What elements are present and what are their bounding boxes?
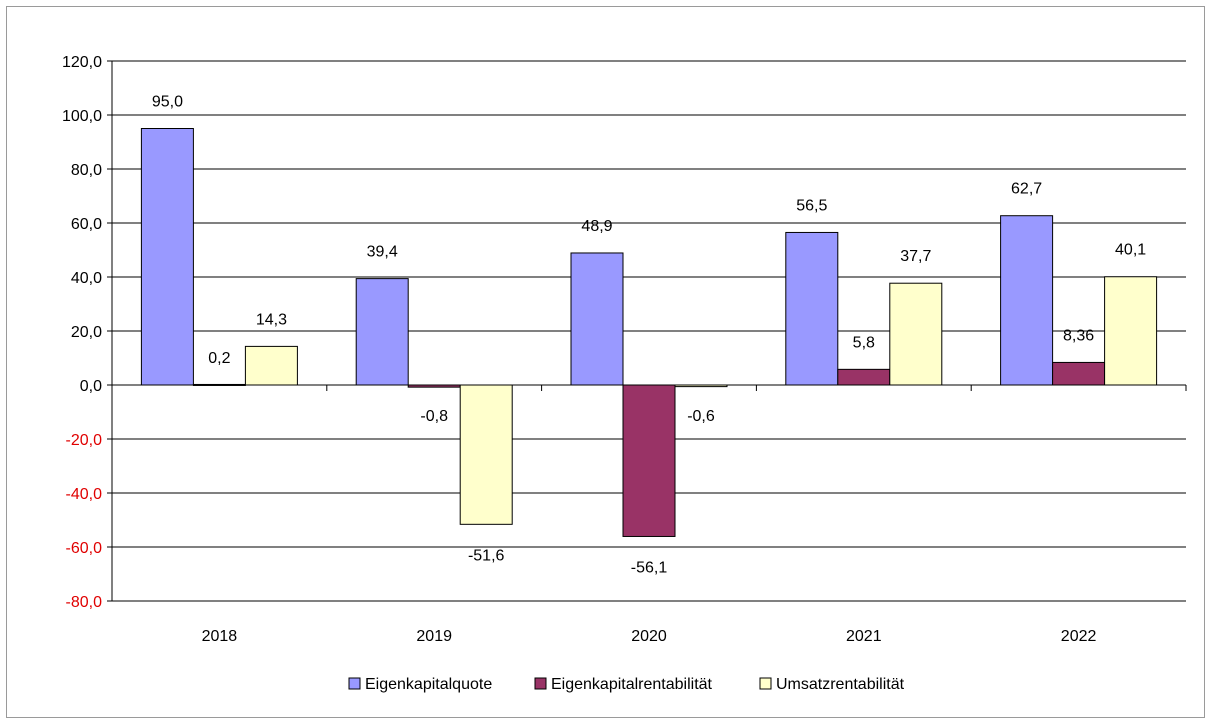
- data-label: 8,36: [1063, 327, 1094, 344]
- y-tick-label: 0,0: [80, 378, 102, 395]
- data-label: 39,4: [367, 244, 398, 261]
- data-label: -51,6: [468, 547, 505, 564]
- y-tick-label: 60,0: [71, 216, 102, 233]
- y-tick-label: 80,0: [71, 162, 102, 179]
- data-label: 37,7: [900, 248, 931, 265]
- legend-swatch: [348, 677, 361, 690]
- legend-swatch: [759, 677, 772, 690]
- data-label: 14,3: [256, 311, 287, 328]
- data-label: 48,9: [581, 218, 612, 235]
- x-category-label: 2019: [416, 628, 452, 645]
- bar-eigenkapitalrentabilität: [1052, 361, 1106, 386]
- y-tick-label: -20,0: [66, 432, 103, 449]
- y-tick-label: 20,0: [71, 324, 102, 341]
- bar-eigenkapitalquote: [1000, 215, 1054, 386]
- data-label: 40,1: [1115, 242, 1146, 259]
- y-tick-label: 100,0: [62, 108, 102, 125]
- legend-label: Eigenkapitalrentabilität: [551, 676, 713, 693]
- bar-umsatzrentabilität: [1104, 276, 1158, 386]
- data-label: 56,5: [796, 197, 827, 214]
- bar-eigenkapitalrentabilität: [837, 368, 891, 386]
- data-label: 95,0: [152, 94, 183, 111]
- bar-eigenkapitalquote: [140, 128, 194, 386]
- y-tick-label: -80,0: [66, 594, 103, 611]
- bar-umsatzrentabilität: [889, 282, 943, 386]
- data-label: -56,1: [631, 559, 668, 576]
- data-label: -0,6: [687, 408, 715, 425]
- y-tick-label: 40,0: [71, 270, 102, 287]
- x-category-label: 2018: [202, 628, 238, 645]
- legend-label: Eigenkapitalquote: [365, 676, 492, 693]
- legend-label: Umsatzrentabilität: [776, 676, 905, 693]
- y-tick-label: -40,0: [66, 486, 103, 503]
- bar-eigenkapitalquote: [355, 278, 409, 386]
- bar-umsatzrentabilität: [244, 345, 298, 386]
- data-label: -0,8: [420, 408, 448, 425]
- bar-eigenkapitalquote: [785, 231, 839, 386]
- data-label: 5,8: [853, 334, 875, 351]
- legend-swatch: [534, 677, 547, 690]
- bar-umsatzrentabilität: [459, 384, 513, 525]
- y-tick-label: -60,0: [66, 540, 103, 557]
- bar-eigenkapitalrentabilität: [622, 384, 676, 537]
- x-category-label: 2021: [846, 628, 882, 645]
- data-label: 62,7: [1011, 181, 1042, 198]
- bar-eigenkapitalquote: [570, 252, 624, 386]
- data-label: 0,2: [208, 350, 230, 367]
- y-tick-label: 120,0: [62, 54, 102, 71]
- x-category-label: 2022: [1061, 628, 1097, 645]
- x-category-label: 2020: [631, 628, 667, 645]
